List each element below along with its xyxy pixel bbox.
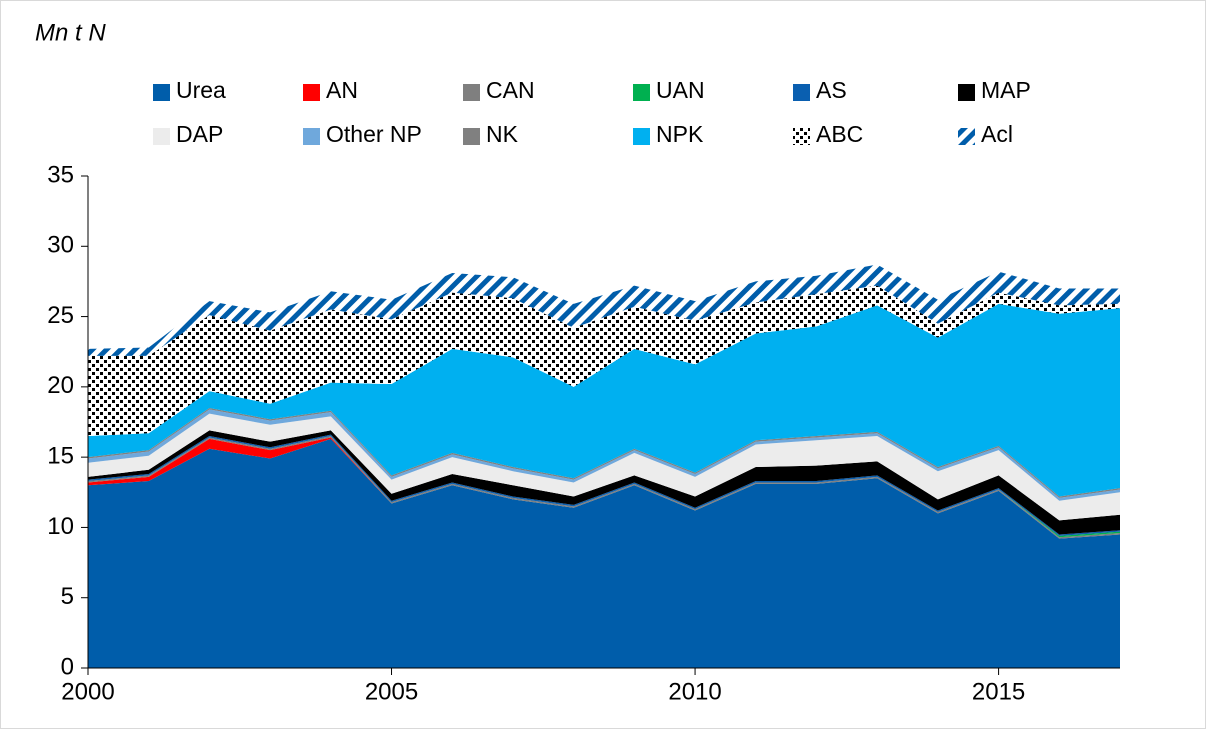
x-tick-label: 2000 <box>61 678 114 705</box>
legend-label: MAP <box>981 77 1031 103</box>
y-tick-label: 15 <box>47 442 74 469</box>
legend-label: UAN <box>656 77 705 103</box>
area-0 <box>88 438 1120 668</box>
legend-label: AS <box>816 77 847 103</box>
legend-label: AN <box>326 77 358 103</box>
legend-label: ABC <box>816 121 863 147</box>
area-9 <box>88 303 1120 497</box>
legend-swatch <box>633 84 650 101</box>
y-tick-label: 30 <box>47 232 74 259</box>
area-10 <box>88 285 1120 437</box>
y-tick-label: 25 <box>47 302 74 329</box>
x-tick-label: 2010 <box>668 678 721 705</box>
legend-swatch <box>303 84 320 101</box>
y-tick-label: 5 <box>61 583 74 610</box>
area-8 <box>88 407 1120 498</box>
x-tick-label: 2005 <box>365 678 418 705</box>
legend-swatch <box>633 128 650 145</box>
x-tick-label: 2015 <box>972 678 1025 705</box>
legend-swatch <box>793 128 810 145</box>
legend-label: Acl <box>981 121 1013 147</box>
legend-swatch <box>303 128 320 145</box>
legend-swatch <box>463 128 480 145</box>
legend-swatch <box>153 84 170 101</box>
legend-label: DAP <box>176 121 223 147</box>
y-tick-label: 35 <box>47 161 74 188</box>
legend-label: CAN <box>486 77 535 103</box>
legend-swatch <box>958 128 975 145</box>
y-tick-label: 0 <box>61 653 74 680</box>
area-11 <box>88 264 1120 356</box>
legend-swatch <box>793 84 810 101</box>
legend-swatch <box>463 84 480 101</box>
legend-label: Other NP <box>326 121 422 147</box>
area-6 <box>88 413 1120 521</box>
legend-label: Urea <box>176 77 226 103</box>
area-7 <box>88 409 1120 501</box>
legend-swatch <box>958 84 975 101</box>
y-axis-label: Mn t N <box>35 19 106 46</box>
legend-label: NK <box>486 121 519 147</box>
legend-label: NPK <box>656 121 704 147</box>
y-tick-label: 20 <box>47 372 74 399</box>
legend-swatch <box>153 128 170 145</box>
y-tick-label: 10 <box>47 513 74 540</box>
